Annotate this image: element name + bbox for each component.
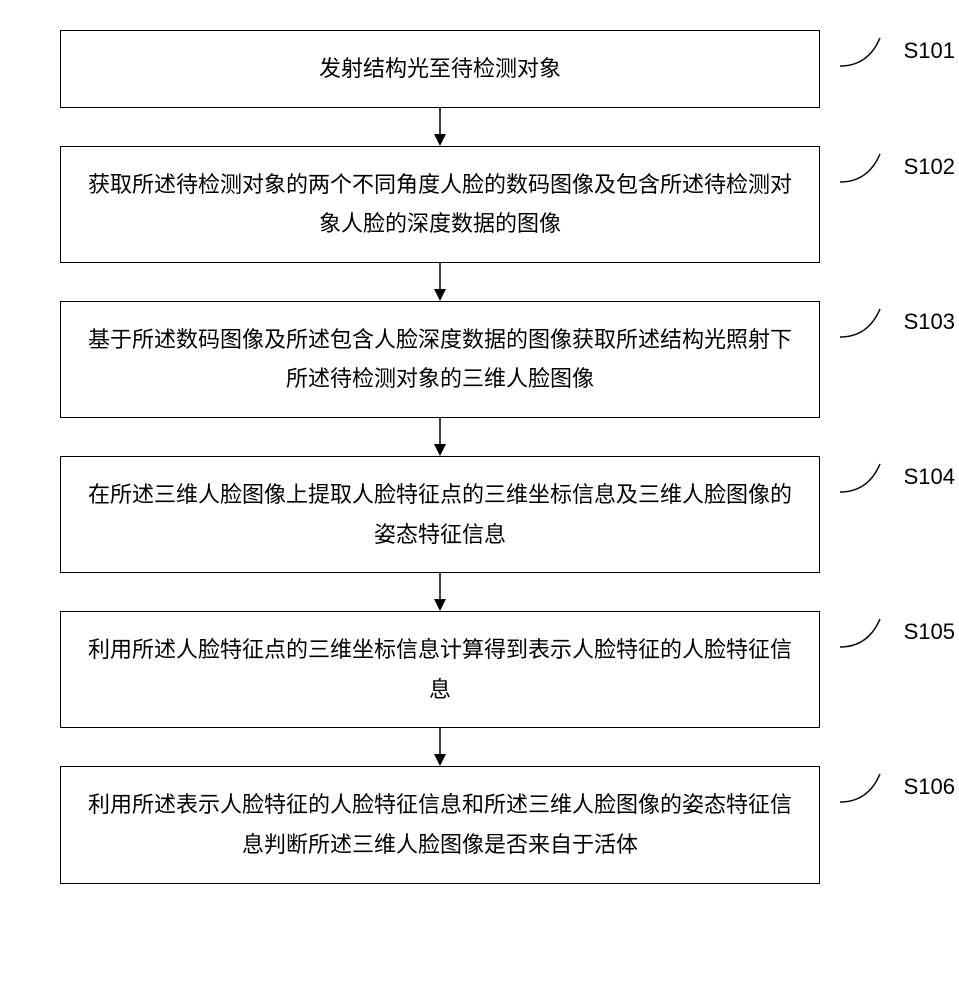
step-s104-wrap: 在所述三维人脸图像上提取人脸特征点的三维坐标信息及三维人脸图像的姿态特征信息 S… xyxy=(60,456,840,573)
step-s103-label: S103 xyxy=(904,309,955,335)
label-connector-s101 xyxy=(840,28,900,78)
arrow-s104-s105 xyxy=(60,573,820,611)
label-connector-s106 xyxy=(840,764,900,814)
step-s106-wrap: 利用所述表示人脸特征的人脸特征信息和所述三维人脸图像的姿态特征信息判断所述三维人… xyxy=(60,766,840,883)
step-s106-label: S106 xyxy=(904,774,955,800)
step-s106-box: 利用所述表示人脸特征的人脸特征信息和所述三维人脸图像的姿态特征信息判断所述三维人… xyxy=(60,766,820,883)
step-s104-text: 在所述三维人脸图像上提取人脸特征点的三维坐标信息及三维人脸图像的姿态特征信息 xyxy=(85,475,795,554)
arrow-s102-s103 xyxy=(60,263,820,301)
step-s104-box: 在所述三维人脸图像上提取人脸特征点的三维坐标信息及三维人脸图像的姿态特征信息 xyxy=(60,456,820,573)
arrow-s103-s104 xyxy=(60,418,820,456)
step-s101-label: S101 xyxy=(904,38,955,64)
step-s105-wrap: 利用所述人脸特征点的三维坐标信息计算得到表示人脸特征的人脸特征信息 S105 xyxy=(60,611,840,728)
label-connector-s103 xyxy=(840,299,900,349)
step-s101-box: 发射结构光至待检测对象 xyxy=(60,30,820,108)
step-s103-text: 基于所述数码图像及所述包含人脸深度数据的图像获取所述结构光照射下所述待检测对象的… xyxy=(85,320,795,399)
step-s105-text: 利用所述人脸特征点的三维坐标信息计算得到表示人脸特征的人脸特征信息 xyxy=(85,630,795,709)
step-s103-box: 基于所述数码图像及所述包含人脸深度数据的图像获取所述结构光照射下所述待检测对象的… xyxy=(60,301,820,418)
step-s102-label: S102 xyxy=(904,154,955,180)
step-s102-text: 获取所述待检测对象的两个不同角度人脸的数码图像及包含所述待检测对象人脸的深度数据… xyxy=(85,165,795,244)
flowchart-container: 发射结构光至待检测对象 S101 获取所述待检测对象的两个不同角度人脸的数码图像… xyxy=(60,30,840,884)
arrow-s105-s106 xyxy=(60,728,820,766)
step-s105-label: S105 xyxy=(904,619,955,645)
step-s102-box: 获取所述待检测对象的两个不同角度人脸的数码图像及包含所述待检测对象人脸的深度数据… xyxy=(60,146,820,263)
step-s104-label: S104 xyxy=(904,464,955,490)
step-s101-text: 发射结构光至待检测对象 xyxy=(319,49,561,89)
step-s102-wrap: 获取所述待检测对象的两个不同角度人脸的数码图像及包含所述待检测对象人脸的深度数据… xyxy=(60,146,840,263)
arrow-s101-s102 xyxy=(60,108,820,146)
step-s103-wrap: 基于所述数码图像及所述包含人脸深度数据的图像获取所述结构光照射下所述待检测对象的… xyxy=(60,301,840,418)
label-connector-s104 xyxy=(840,454,900,504)
step-s106-text: 利用所述表示人脸特征的人脸特征信息和所述三维人脸图像的姿态特征信息判断所述三维人… xyxy=(85,785,795,864)
step-s101-wrap: 发射结构光至待检测对象 S101 xyxy=(60,30,840,108)
label-connector-s102 xyxy=(840,144,900,194)
label-connector-s105 xyxy=(840,609,900,659)
step-s105-box: 利用所述人脸特征点的三维坐标信息计算得到表示人脸特征的人脸特征信息 xyxy=(60,611,820,728)
